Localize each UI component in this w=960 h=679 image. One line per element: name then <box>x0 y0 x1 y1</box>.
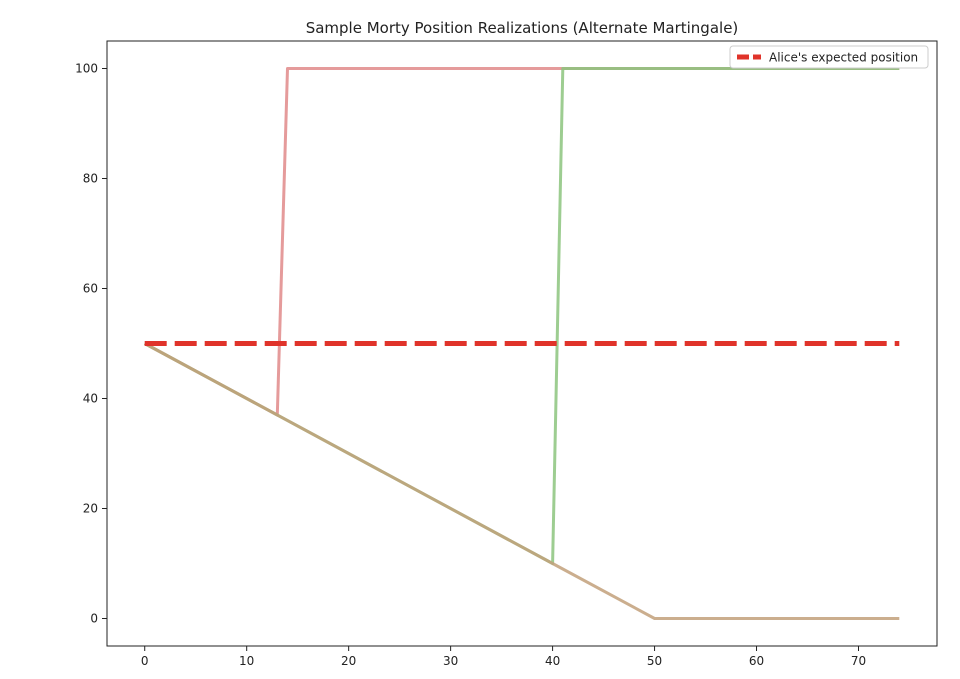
chart-title: Sample Morty Position Realizations (Alte… <box>306 19 739 37</box>
x-tick-label: 30 <box>443 654 458 668</box>
x-tick-label: 70 <box>851 654 866 668</box>
y-tick-label: 0 <box>90 612 98 626</box>
series-line-3 <box>143 342 900 620</box>
y-tick-label: 20 <box>83 502 98 516</box>
legend: Alice's expected position <box>729 45 929 69</box>
legend-frame <box>729 45 929 69</box>
x-tick-label: 10 <box>239 654 254 668</box>
plot-area <box>143 67 900 620</box>
y-tick-label: 40 <box>83 392 98 406</box>
axes: 0 10 20 30 40 50 60 70 0 20 40 60 80 100 <box>75 40 938 668</box>
y-tick-label: 80 <box>83 172 98 186</box>
x-tick-label: 50 <box>647 654 662 668</box>
axes-frame <box>106 40 938 647</box>
x-tick-label: 0 <box>141 654 149 668</box>
legend-label: Alice's expected position <box>769 51 918 65</box>
y-tick-label: 60 <box>83 282 98 296</box>
y-tick-label: 100 <box>75 62 98 76</box>
x-tick-label: 20 <box>341 654 356 668</box>
x-tick-label: 40 <box>545 654 560 668</box>
x-tick-label: 60 <box>749 654 764 668</box>
